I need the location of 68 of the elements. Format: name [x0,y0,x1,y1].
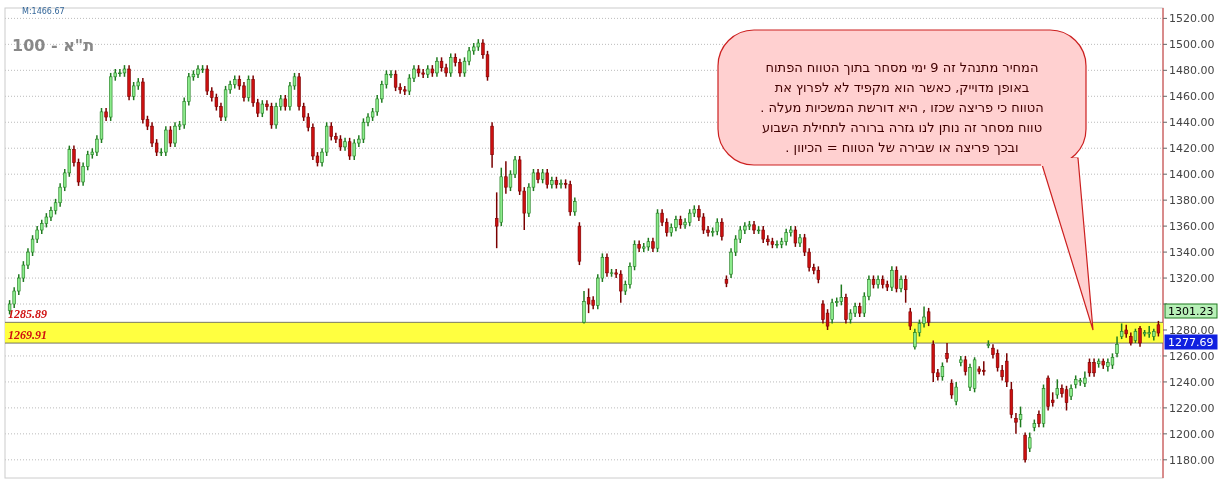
text: 1301.23 [1168,305,1214,318]
candlestick [1087,357,1092,378]
y-tick-label: 1360.00 [1169,220,1215,234]
candlestick [945,342,949,364]
candlestick [559,178,563,190]
candlestick [605,252,609,278]
y-tick-label: 1320.00 [1169,272,1215,286]
candlestick [246,74,251,103]
candlestick [435,56,439,78]
candlestick [1064,385,1069,412]
y-tick-label: 1380.00 [1169,194,1215,208]
candlestick [545,168,549,190]
annotation: M:1466.67 [22,7,65,16]
ref-line-label: 1285.89 [8,307,47,322]
candlestick [504,160,508,195]
y-tick-label: 1500.00 [1169,38,1215,52]
y-tick-label: 1240.00 [1169,375,1215,389]
candlestick [393,69,398,92]
annotation: הטווח כי פריצה שכזו , היא דורשת המשכיות מעלה . [760,100,1044,115]
y-tick-label: 1420.00 [1169,142,1215,156]
candlestick [963,355,968,377]
candlestick [949,378,954,400]
candlestick [582,290,586,325]
candlestick [940,361,945,382]
ref-line-label: 1269.91 [8,328,47,343]
y-tick-label: 1180.00 [1169,453,1215,467]
y-tick-label: 1400.00 [1169,168,1215,182]
candlestick [839,283,844,307]
text: 1277.69 [1168,336,1214,349]
candlestick [269,102,274,130]
candlestick [894,265,899,294]
candlestick [131,81,136,101]
text: ת"א - 100 [12,36,95,55]
y-tick-label: 1200.00 [1169,427,1215,441]
y-tick-label: 1280.00 [1169,323,1215,337]
y-tick-label: 1440.00 [1169,116,1215,130]
candlestick [1028,431,1032,453]
candlestick [1138,325,1142,348]
annotation: טווח מסחר זה נותן לנו גזרה ברורה לתחילת השבוע [761,120,1043,135]
y-tick-label: 1480.00 [1169,64,1215,78]
y-tick-label: 1260.00 [1169,349,1215,363]
y-tick-label: 1460.00 [1169,90,1215,104]
candlestick [926,307,931,327]
candlestick [495,191,499,249]
candlestick [1014,412,1018,435]
candlestick [1115,335,1119,358]
candlestick [168,125,173,148]
candlestick [361,117,366,144]
candlestick [890,265,894,292]
candlestick [954,381,958,407]
candlestick [908,307,912,331]
annotation: ובכך פריצה או שבירה של הטווח = הכיוון . [785,140,1019,155]
candlestick [793,225,798,248]
y-tick-label: 1340.00 [1169,246,1215,260]
candlestick [913,327,917,351]
y-tick-label: 1520.00 [1169,12,1215,26]
candlestick [586,287,591,314]
candlestick [903,274,908,304]
y-tick-label: 1220.00 [1169,401,1215,415]
candlestick [573,196,577,217]
candlestick [1055,378,1059,400]
candlestick [844,292,848,325]
candlestick [347,137,352,161]
annotation: באופן מדוייק, כאשר הוא מקפיד לא לפרוץ את [774,80,1030,95]
candlestick [720,217,724,242]
candlestick [449,52,453,78]
candlestick [1018,405,1023,429]
annotation: המחיר מתנהל זה 9 ימי מסחר בתוך הטווח הפתוח [765,60,1039,75]
